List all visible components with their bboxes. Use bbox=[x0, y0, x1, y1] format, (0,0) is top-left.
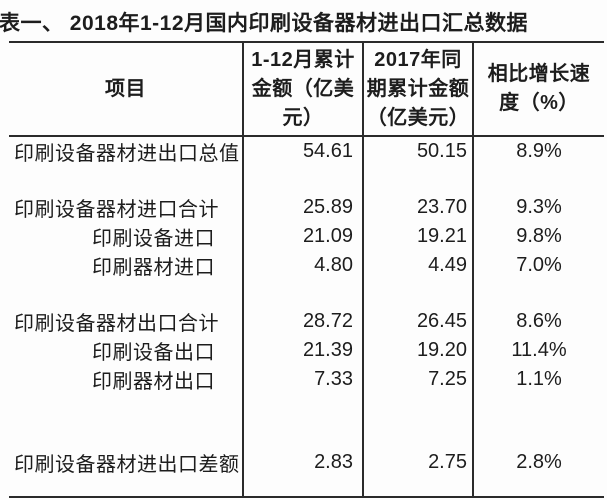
amount-2017-cell: 4.49 bbox=[362, 251, 473, 280]
amount-2018-cell: 21.09 bbox=[242, 222, 363, 251]
growth-cell: 7.0% bbox=[472, 251, 604, 280]
spacer-cell bbox=[242, 477, 363, 499]
row-export-total: 印刷设备器材出口合计 28.72 26.45 8.6% bbox=[9, 307, 604, 336]
row-import-export-balance: 印刷设备器材进出口差额 2.83 2.75 2.8% bbox=[9, 448, 604, 477]
spacer-cell bbox=[9, 166, 243, 193]
header-text-line: 期累计金额 bbox=[366, 77, 470, 100]
header-text-line: 金额（亿美 bbox=[251, 77, 355, 100]
header-cell-2017-amount: 2017年同 期累计金额 （亿美元） bbox=[362, 42, 473, 137]
header-cell-2018-amount: 1-12月累计 金额（亿美 元） bbox=[242, 42, 363, 137]
amount-2018-cell: 21.39 bbox=[242, 336, 363, 365]
amount-2017-cell: 19.21 bbox=[362, 222, 473, 251]
amount-2017-cell: 19.20 bbox=[362, 336, 473, 365]
growth-cell: 1.1% bbox=[472, 365, 604, 394]
spacer-cell bbox=[472, 166, 604, 193]
spacer-cell bbox=[242, 166, 363, 193]
growth-cell: 9.8% bbox=[472, 222, 604, 251]
growth-cell: 8.6% bbox=[472, 307, 604, 336]
row-label: 印刷设备出口 bbox=[92, 342, 215, 364]
spacer-cell bbox=[242, 280, 363, 307]
row-label: 印刷设备器材进出口总值 bbox=[14, 143, 240, 165]
amount-2017-cell: 50.15 bbox=[362, 136, 473, 166]
growth-cell: 8.9% bbox=[472, 136, 604, 166]
amount-2017-cell: 7.25 bbox=[362, 365, 473, 394]
header-text-line: 度（%） bbox=[499, 92, 579, 114]
amount-2018-cell: 25.89 bbox=[242, 193, 363, 222]
spacer-row bbox=[9, 166, 604, 193]
amount-2017-cell: 23.70 bbox=[362, 193, 473, 222]
header-row: 项目 1-12月累计 金额（亿美 元） 2017年同 期累计金额 （亿美元） 相… bbox=[9, 42, 604, 137]
amount-2018-cell: 4.80 bbox=[242, 251, 363, 280]
header-text-line: （亿美元） bbox=[366, 106, 470, 129]
amount-2017-cell: 26.45 bbox=[362, 307, 473, 336]
row-equipment-export: 印刷设备出口 21.39 19.20 11.4% bbox=[9, 336, 604, 365]
spacer-cell bbox=[472, 280, 604, 307]
spacer-cell bbox=[472, 477, 604, 499]
spacer-cell bbox=[242, 394, 363, 448]
row-materials-export: 印刷器材出口 7.33 7.25 1.1% bbox=[9, 365, 604, 394]
amount-2017-cell: 2.75 bbox=[362, 448, 473, 477]
growth-cell: 9.3% bbox=[472, 193, 604, 222]
spacer-cell bbox=[472, 394, 604, 448]
spacer-cell bbox=[9, 394, 243, 448]
amount-2018-cell: 2.83 bbox=[242, 448, 363, 477]
row-label: 印刷器材出口 bbox=[92, 371, 215, 393]
amount-2018-cell: 7.33 bbox=[242, 365, 363, 394]
spacer-row bbox=[9, 394, 604, 448]
spacer-cell bbox=[362, 280, 473, 307]
row-materials-import: 印刷器材进口 4.80 4.49 7.0% bbox=[9, 251, 604, 280]
row-import-total: 印刷设备器材进口合计 25.89 23.70 9.3% bbox=[9, 193, 604, 222]
header-text-line: 元） bbox=[282, 106, 324, 129]
spacer-row bbox=[9, 280, 604, 307]
header-cell-growth: 相比增长速 度（%） bbox=[472, 42, 604, 137]
spacer-row bbox=[9, 477, 604, 499]
header-text-line: 2017年同 bbox=[374, 48, 462, 71]
amount-2018-cell: 54.61 bbox=[242, 136, 363, 166]
row-label: 印刷设备器材进出口差额 bbox=[14, 454, 240, 476]
summary-table: 项目 1-12月累计 金额（亿美 元） 2017年同 期累计金额 （亿美元） 相… bbox=[9, 41, 604, 500]
row-label: 印刷器材进口 bbox=[92, 257, 215, 279]
spacer-cell bbox=[9, 477, 243, 499]
growth-cell: 11.4% bbox=[472, 336, 604, 365]
header-text: 项目 bbox=[105, 77, 146, 100]
row-label: 印刷设备器材进口合计 bbox=[14, 199, 219, 221]
row-import-export-total: 印刷设备器材进出口总值 54.61 50.15 8.9% bbox=[9, 136, 604, 166]
row-label: 印刷设备器材出口合计 bbox=[14, 313, 219, 335]
spacer-cell bbox=[362, 477, 473, 499]
spacer-cell bbox=[362, 394, 473, 448]
header-text-line: 1-12月累计 bbox=[251, 48, 355, 71]
row-label: 印刷设备进口 bbox=[92, 228, 215, 250]
spacer-cell bbox=[362, 166, 473, 193]
header-text-line: 相比增长速 bbox=[487, 63, 591, 85]
growth-cell: 2.8% bbox=[472, 448, 604, 477]
spacer-cell bbox=[9, 280, 243, 307]
table-title: 表一、 2018年1-12月国内印刷设备器材进出口汇总数据 bbox=[0, 12, 529, 35]
amount-2018-cell: 28.72 bbox=[242, 307, 363, 336]
header-cell-item: 项目 bbox=[9, 42, 243, 137]
row-equipment-import: 印刷设备进口 21.09 19.21 9.8% bbox=[9, 222, 604, 251]
